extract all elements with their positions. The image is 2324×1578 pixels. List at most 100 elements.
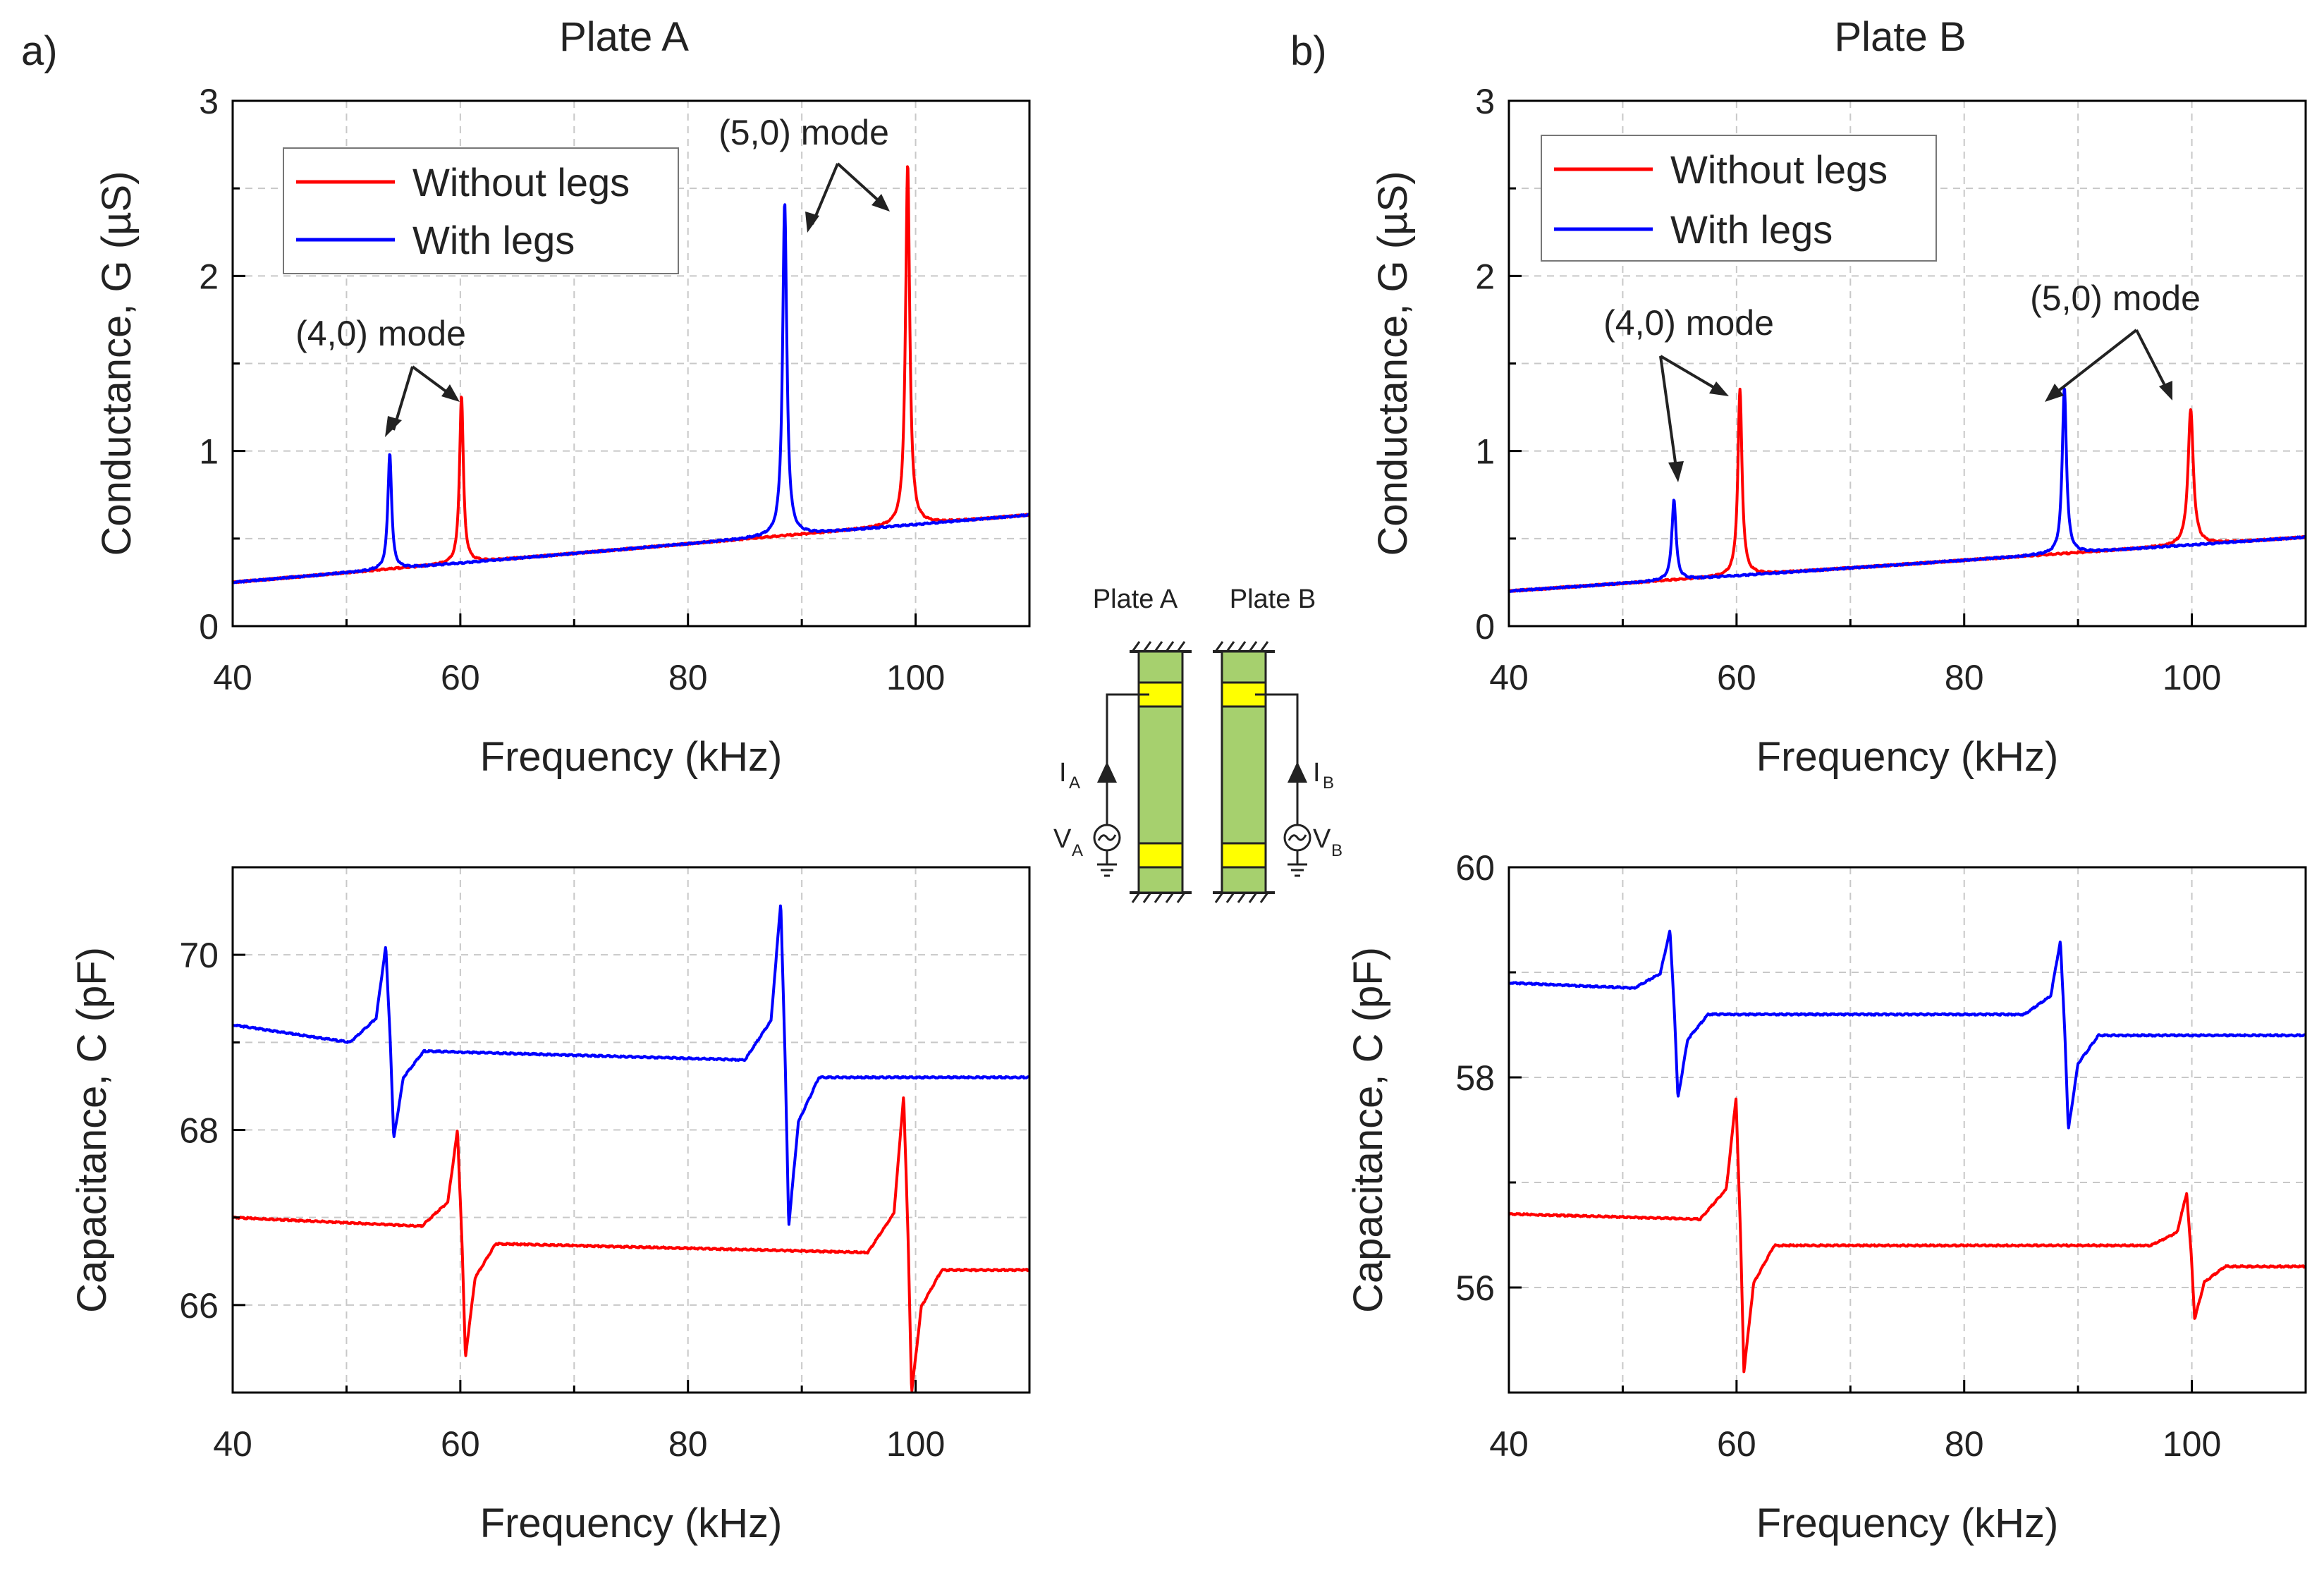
current-label-a: I <box>1059 758 1067 788</box>
x-axis-label: Frequency (kHz) <box>480 1500 783 1546</box>
x-axis-label: Frequency (kHz) <box>1756 734 2059 780</box>
plot-frame <box>1507 866 2307 1394</box>
arrow-line <box>1659 355 1722 393</box>
y-tick-label: 58 <box>1455 1058 1495 1098</box>
current-arrow-a <box>1097 762 1117 783</box>
mode-annotations-plate-b: (4,0) mode (5,0) mode <box>1603 279 2201 482</box>
x-tick-label: 60 <box>441 658 480 697</box>
legend-box <box>1541 135 1937 262</box>
x-tick-label: 60 <box>441 1424 480 1464</box>
measurement-schematic: Plate A Plate B I A V A <box>1053 585 1343 903</box>
arrow-line <box>836 162 884 206</box>
y-tick-label: 2 <box>1475 257 1495 296</box>
legend-entry-with-legs: With legs <box>412 218 575 262</box>
x-tick-label: 40 <box>213 1424 252 1464</box>
annotation-5-0-mode-b: (5,0) mode <box>2030 279 2201 318</box>
ground-icon <box>1097 863 1117 877</box>
series-line-with-legs <box>1507 387 2307 593</box>
arrow-line <box>1659 355 1678 473</box>
arrowhead <box>872 194 890 212</box>
series-line-with-legs <box>231 904 1031 1226</box>
y-tick-label: 3 <box>1475 82 1495 121</box>
panel-b-title: Plate B <box>1835 14 1967 60</box>
x-tick-label: 80 <box>1945 1424 1984 1464</box>
voltage-label-b: V <box>1313 824 1331 854</box>
panel-a-label: a) <box>21 28 58 74</box>
ac-symbol <box>1288 834 1307 841</box>
y-tick-label: 70 <box>179 936 219 975</box>
schematic-label-plate-a: Plate A <box>1093 585 1178 614</box>
series-line-without-legs <box>231 1096 1031 1393</box>
y-axis-label: Conductance, G (µS) <box>1370 171 1416 556</box>
x-tick-label: 100 <box>886 658 945 697</box>
panel-b-label: b) <box>1290 28 1327 74</box>
y-tick-label: 1 <box>1475 432 1495 472</box>
y-axis-label: Capacitance, C (pF) <box>69 947 115 1313</box>
x-tick-label: 80 <box>668 658 708 697</box>
y-tick-label: 0 <box>1475 607 1495 647</box>
y-tick-label: 1 <box>199 432 219 472</box>
y-tick-label: 66 <box>179 1286 219 1326</box>
legend-entry-without-legs: Without legs <box>1670 147 1888 192</box>
arrowhead <box>2159 381 2172 400</box>
ground-icon <box>1288 863 1307 877</box>
capacitance-plot-plate-a: 40 60 80 100 66 68 70 Frequency (kHz) Capacitanc… <box>69 866 1031 1546</box>
y-tick-label: 56 <box>1455 1268 1495 1308</box>
x-tick-label: 40 <box>213 658 252 697</box>
y-axis-label: Conductance, G (µS) <box>94 171 140 556</box>
voltage-label-a: V <box>1053 824 1072 854</box>
current-label-b-sub: B <box>1323 773 1334 793</box>
clamp-top <box>1130 641 1275 653</box>
y-axis-label: Capacitance, C (pF) <box>1345 947 1391 1313</box>
arrow-line <box>811 163 839 225</box>
x-axis-label: Frequency (kHz) <box>1756 1500 2059 1546</box>
current-label-b: I <box>1313 758 1321 788</box>
y-tick-label: 68 <box>179 1111 219 1151</box>
annotation-5-0-mode-a: (5,0) mode <box>718 113 889 152</box>
arrowhead <box>805 212 819 233</box>
ac-symbol <box>1097 834 1117 841</box>
x-tick-label: 40 <box>1489 658 1529 697</box>
y-tick-label: 3 <box>199 82 219 121</box>
series-line-without-legs <box>1507 1097 2307 1374</box>
x-tick-label: 40 <box>1489 1424 1529 1464</box>
arrowhead <box>385 416 402 437</box>
current-arrow-b <box>1288 762 1307 783</box>
arrow-line <box>2052 329 2138 396</box>
annotation-4-0-mode-b: (4,0) mode <box>1603 303 1774 343</box>
series-line-without-legs <box>1507 387 2307 593</box>
x-tick-label: 60 <box>1717 1424 1756 1464</box>
voltage-label-b-sub: B <box>1331 841 1343 860</box>
schematic-label-plate-b: Plate B <box>1230 585 1316 614</box>
arrowhead <box>441 384 460 402</box>
clamp-bottom <box>1130 891 1275 903</box>
mode-annotations-plate-a: (4,0) mode (5,0) mode <box>295 113 890 437</box>
electrode-a-bottom <box>1137 842 1184 869</box>
arrowhead <box>2045 384 2064 402</box>
y-tick-label: 0 <box>199 607 219 647</box>
x-tick-label: 100 <box>2163 658 2221 697</box>
arrow-line <box>2135 329 2170 393</box>
electrode-b-bottom <box>1221 842 1267 869</box>
x-tick-label: 60 <box>1717 658 1756 697</box>
y-tick-label: 2 <box>199 257 219 296</box>
legend-entry-without-legs: Without legs <box>412 160 630 204</box>
conductance-plot-plate-b: 40 60 80 100 0 1 2 3 Frequency (kHz) Conductance,… <box>1370 82 2307 780</box>
legend-entry-with-legs: With legs <box>1670 207 1833 252</box>
arrowhead <box>1709 381 1729 396</box>
panel-a-title: Plate A <box>559 14 689 60</box>
legend-plate-b: Without legs With legs <box>1541 135 1937 262</box>
series-line-with-legs <box>231 203 1031 585</box>
voltage-label-a-sub: A <box>1072 841 1083 860</box>
legend-box <box>283 147 679 274</box>
arrowhead <box>1668 461 1684 482</box>
x-axis-label: Frequency (kHz) <box>480 734 783 780</box>
series-line-with-legs <box>1507 929 2307 1130</box>
current-label-a-sub: A <box>1069 773 1080 793</box>
y-tick-label: 60 <box>1455 848 1495 888</box>
conductance-plot-plate-a: 40 60 80 100 0 1 2 3 Frequency (kHz) Conductance,… <box>94 82 1031 780</box>
x-tick-label: 100 <box>886 1424 945 1464</box>
x-tick-label: 80 <box>668 1424 708 1464</box>
